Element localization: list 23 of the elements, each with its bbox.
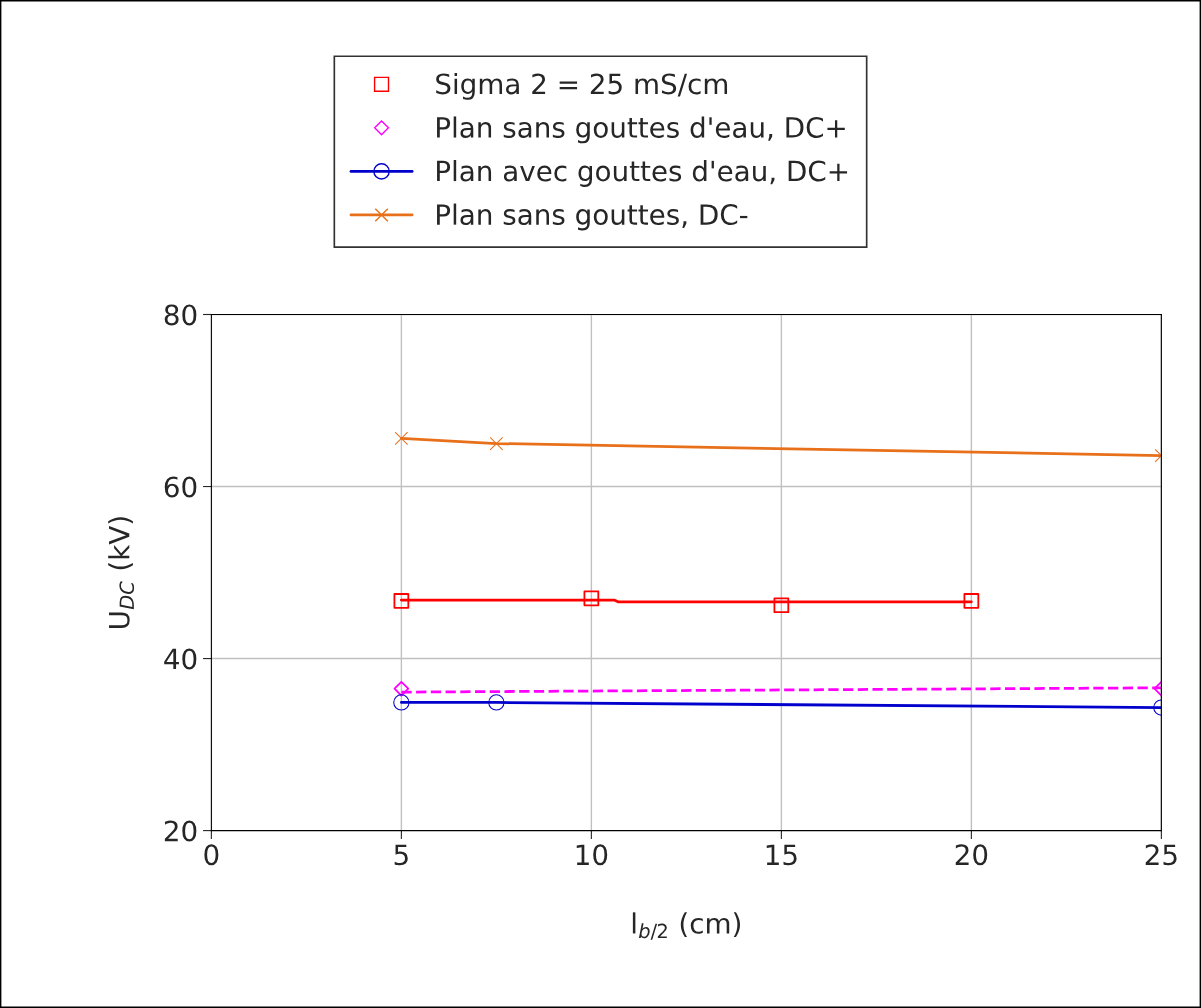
point: [393, 694, 410, 711]
legend-label: Sigma 2 = 25 mS/cm: [436, 72, 728, 100]
point: [394, 431, 409, 446]
point: [393, 593, 410, 609]
x-tick-label: 0: [204, 844, 219, 866]
y-axis-title: U$_{DC}$ (kV): [108, 517, 135, 628]
legend-label: Plan avec gouttes d'eau, DC+: [437, 159, 848, 187]
x-tick-label: 5: [394, 844, 408, 866]
legend-label: Plan sans gouttes d'eau, DC+: [437, 116, 845, 144]
legend-label: Plan sans gouttes, DC-: [437, 203, 748, 231]
x-axis-title: l$_{b/2}$ (cm): [632, 912, 741, 940]
x-tick-label: 15: [766, 844, 797, 866]
y-tick-label: 20: [164, 820, 197, 842]
x-tick-label: 20: [955, 844, 988, 866]
point: [773, 597, 790, 614]
y-tick-label: 60: [164, 476, 197, 498]
x-tick-label: 25: [1145, 844, 1177, 866]
point: [489, 436, 504, 451]
x-tick-label: 10: [576, 844, 608, 866]
point: [583, 590, 600, 607]
y-tick-label: 80: [164, 304, 197, 326]
point: [488, 694, 505, 711]
y-tick-label: 40: [164, 648, 197, 670]
